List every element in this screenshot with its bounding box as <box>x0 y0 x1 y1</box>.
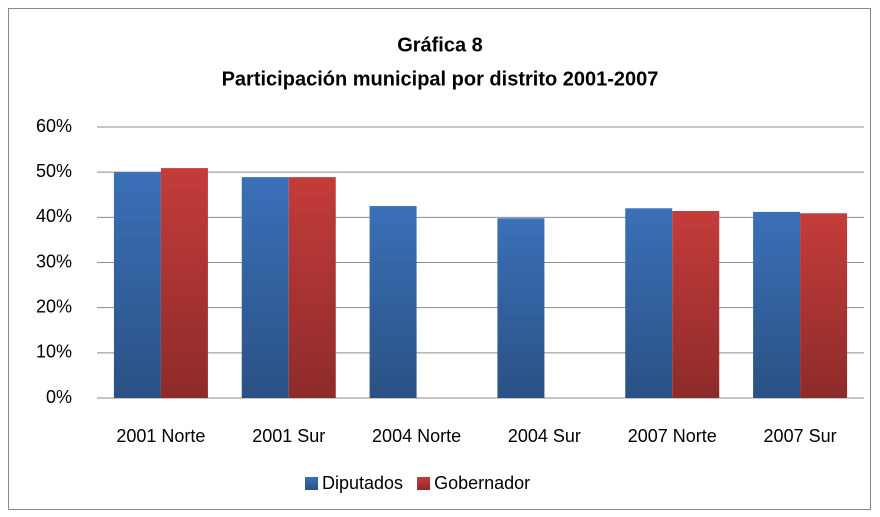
chart-title: Gráfica 8 <box>397 34 483 56</box>
bar <box>113 172 161 398</box>
bar <box>241 177 289 398</box>
y-tick-label: 30% <box>36 251 72 271</box>
bar <box>753 211 801 398</box>
x-tick-label: 2001 Sur <box>252 426 325 446</box>
bar <box>497 218 545 398</box>
x-tick-label: 2007 Sur <box>764 426 837 446</box>
bar <box>160 168 208 398</box>
bar <box>369 206 417 398</box>
x-tick-label: 2004 Sur <box>508 426 581 446</box>
bar <box>288 177 336 398</box>
bar <box>800 213 848 398</box>
legend-label: Diputados <box>322 473 403 493</box>
chart-subtitle: Participación municipal por distrito 200… <box>222 68 659 90</box>
y-tick-label: 50% <box>36 161 72 181</box>
y-tick-label: 0% <box>46 387 72 407</box>
legend-label: Gobernador <box>434 473 530 493</box>
legend-swatch <box>417 477 431 490</box>
y-tick-label: 10% <box>36 342 72 362</box>
x-tick-label: 2004 Norte <box>372 426 461 446</box>
x-tick-label: 2001 Norte <box>116 426 205 446</box>
x-tick-label: 2007 Norte <box>628 426 717 446</box>
y-tick-label: 60% <box>36 116 72 136</box>
legend-swatch <box>305 477 318 490</box>
bar <box>672 211 720 398</box>
bar <box>625 208 673 398</box>
y-tick-label: 20% <box>36 296 72 316</box>
y-tick-label: 40% <box>36 206 72 226</box>
